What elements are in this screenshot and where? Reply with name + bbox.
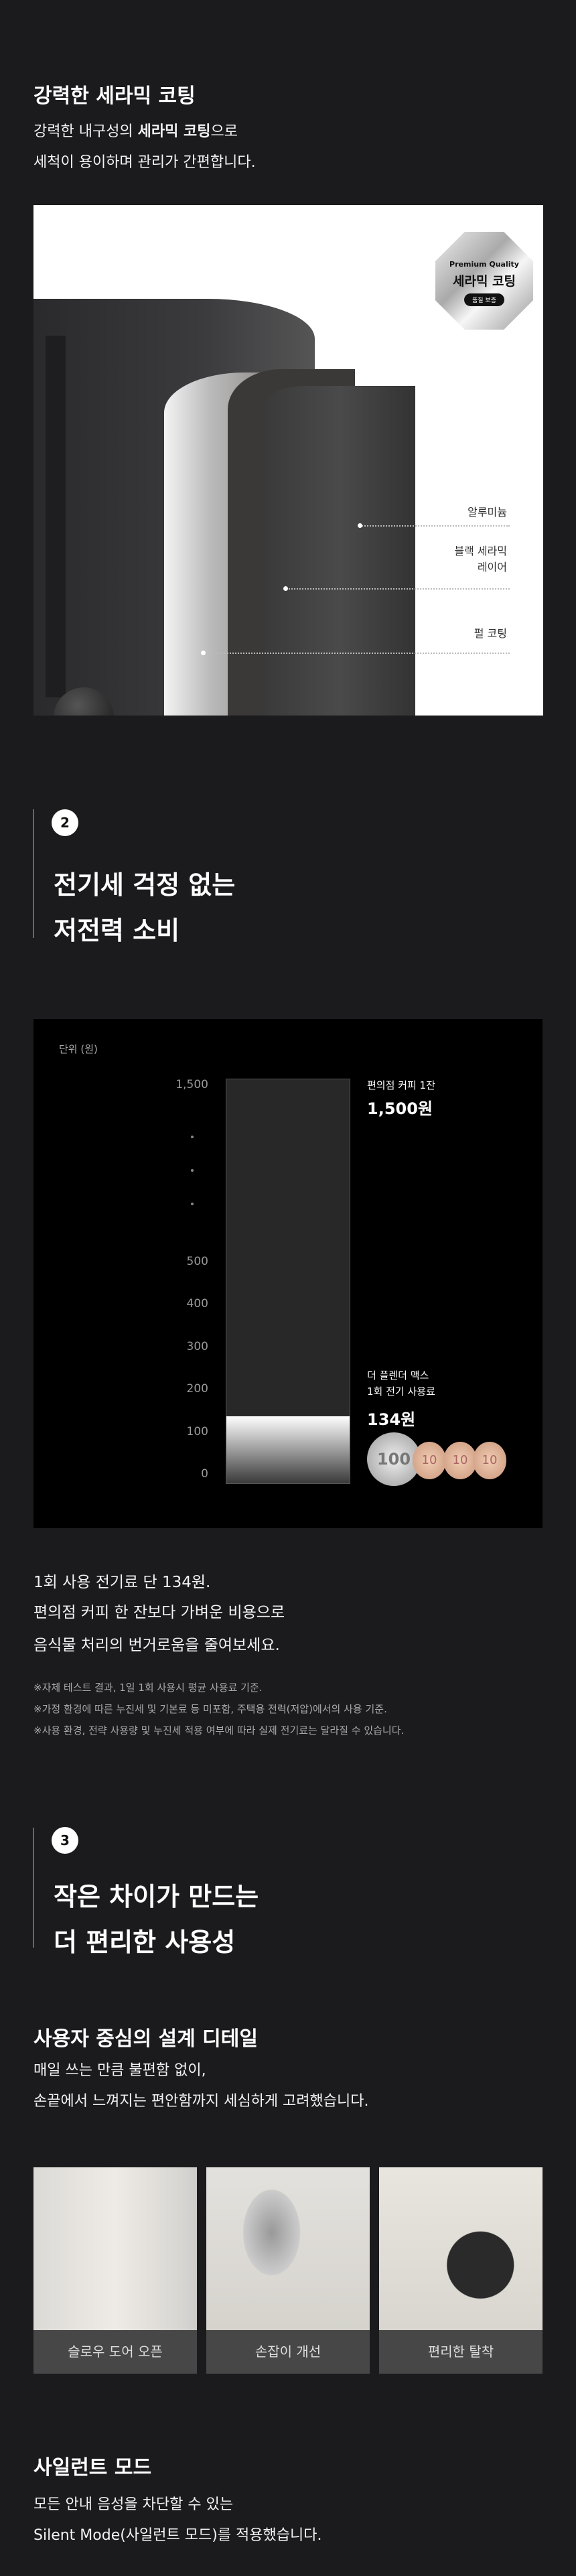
section-divider [33, 809, 34, 938]
coin-10-icon: 10 [413, 1442, 446, 1479]
desc-text: 강력한 내구성의 [33, 123, 138, 140]
y-tick-label: 500 [186, 1254, 208, 1268]
silent-mode-title: 사일런트 모드 [33, 2456, 152, 2480]
leader-line [285, 588, 510, 590]
leader-line [203, 653, 510, 654]
card-label: 슬로우 도어 오픈 [33, 2330, 197, 2374]
layer-label-pearl: 펄 코팅 [474, 627, 507, 640]
desc-bold: 세라믹 코팅 [137, 123, 211, 140]
coin-100-icon: 100 [367, 1432, 421, 1486]
section-divider [33, 1828, 34, 1948]
label-line: 블랙 세라믹 [454, 545, 507, 557]
feature-title: 사용자 중심의 설계 디테일 [33, 2027, 258, 2051]
y-axis: 1,500 500 400 300 200 100 0 [168, 1019, 208, 1528]
leader-dot [201, 651, 206, 655]
label-line: 더 플렌더 맥스 [367, 1369, 429, 1381]
section-desc-line1: 강력한 내구성의 세라믹 코팅으로 [33, 119, 238, 141]
detach-image [379, 2167, 543, 2330]
footnote: ※자체 테스트 결과, 1일 1회 사용시 평균 사용료 기준. [33, 1682, 263, 1694]
y-tick-label: 1,500 [175, 1078, 208, 1091]
feature-desc-line1: 매일 쓰는 만큼 불편함 없이, [33, 2062, 206, 2079]
badge-main: 세라믹 코팅 [452, 274, 516, 289]
section-number-badge: 3 [52, 1827, 78, 1854]
y-tick-label: 0 [201, 1467, 208, 1481]
section-title: 강력한 세라믹 코팅 [33, 84, 196, 108]
leader-line [360, 525, 510, 527]
bar-coffee [226, 1079, 350, 1484]
cost-desc-line2: 편의점 커피 한 잔보다 가벼운 비용으로 [33, 1604, 285, 1621]
bar-blender-fill [226, 1416, 350, 1483]
section-heading-line2: 더 편리한 사용성 [54, 1927, 236, 1957]
cost-desc-line1: 1회 사용 전기료 단 134원. [33, 1574, 211, 1591]
y-tick-label: 200 [186, 1382, 208, 1396]
section-heading-line2: 저전력 소비 [54, 916, 180, 945]
electricity-cost-chart: 단위 (원) 1,500 500 400 300 200 100 0 편의점 커피 1잔 1… [33, 1019, 543, 1528]
axis-break-dot [191, 1136, 194, 1138]
card-label: 편리한 탈착 [379, 2330, 543, 2374]
section-heading-line1: 전기세 걱정 없는 [54, 870, 236, 900]
card-label: 손잡이 개선 [206, 2330, 370, 2374]
layer-label-aluminum: 알루미늄 [467, 506, 507, 519]
axis-break-dot [191, 1203, 194, 1205]
label-line: 1회 전기 사용료 [367, 1385, 435, 1398]
slow-door-image [33, 2167, 197, 2330]
section-number-badge: 2 [52, 809, 78, 836]
feature-card-slow-door: 슬로우 도어 오픈 [33, 2167, 197, 2374]
leader-dot [283, 586, 288, 591]
blender-label: 더 플렌더 맥스 1회 전기 사용료 [367, 1367, 435, 1400]
cost-desc-line3: 음식물 처리의 번거로움을 줄여보세요. [33, 1637, 280, 1654]
feature-card-detach: 편리한 탈착 [379, 2167, 543, 2374]
coffee-label: 편의점 커피 1잔 [367, 1079, 435, 1091]
y-tick-label: 100 [186, 1424, 208, 1438]
section-desc-line2: 세척이 용이하며 관리가 간편합니다. [33, 154, 256, 171]
footnote: ※가정 환경에 따른 누진세 및 기본료 등 미포함, 주택용 전력(저압)에서… [33, 1703, 387, 1715]
label-line: 레이어 [477, 561, 507, 573]
section-heading-line1: 작은 차이가 만드는 [54, 1882, 259, 1911]
y-tick-label: 300 [186, 1339, 208, 1353]
coins: 100 10 10 10 [367, 1432, 514, 1486]
ceramic-coating-image: Premium Quality 세라믹 코팅 품질 보증 알루미늄 블랙 세라믹… [33, 205, 543, 716]
coin-10-icon: 10 [443, 1442, 477, 1479]
feature-desc-line2: 손끝에서 느껴지는 편안함까지 세심하게 고려했습니다. [33, 2093, 369, 2110]
aluminum-layer [265, 386, 415, 716]
axis-break-dot [191, 1169, 194, 1172]
premium-quality-badge: Premium Quality 세라믹 코팅 품질 보증 [435, 232, 533, 330]
blender-value: 134원 [367, 1410, 416, 1429]
feature-card-handle: 손잡이 개선 [206, 2167, 370, 2374]
silent-desc-line1: 모든 안내 음성을 차단할 수 있는 [33, 2496, 234, 2513]
coin-10-icon: 10 [473, 1442, 506, 1479]
silent-desc-line2: Silent Mode(사일런트 모드)를 적용했습니다. [33, 2527, 322, 2544]
y-tick-label: 400 [186, 1297, 208, 1310]
leader-dot [358, 523, 362, 528]
pot-rib [46, 336, 66, 697]
handle-image [206, 2167, 370, 2330]
desc-text: 으로 [210, 123, 238, 140]
badge-top: Premium Quality [449, 260, 519, 269]
footnote: ※사용 환경, 전략 사용량 및 누진세 적용 여부에 따라 실제 전기료는 달… [33, 1724, 405, 1737]
badge-pill: 품질 보증 [464, 293, 504, 306]
coffee-value: 1,500원 [367, 1099, 433, 1118]
unit-label: 단위 (원) [59, 1043, 98, 1055]
